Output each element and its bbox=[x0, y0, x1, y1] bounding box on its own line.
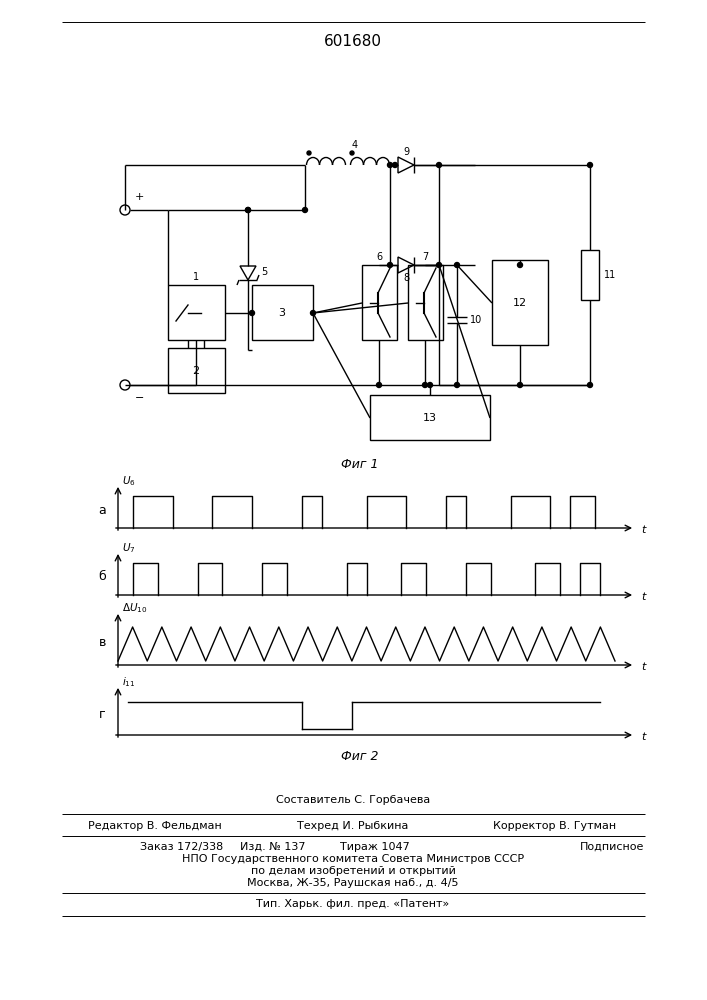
Text: Редактор В. Фельдман: Редактор В. Фельдман bbox=[88, 821, 222, 831]
Circle shape bbox=[588, 162, 592, 167]
Text: Фиг 1: Фиг 1 bbox=[341, 458, 379, 472]
Text: Техред И. Рыбкина: Техред И. Рыбкина bbox=[298, 821, 409, 831]
Text: −: − bbox=[135, 393, 144, 403]
Text: 10: 10 bbox=[470, 315, 482, 325]
Text: Москва, Ж-35, Раушская наб., д. 4/5: Москва, Ж-35, Раушская наб., д. 4/5 bbox=[247, 878, 459, 888]
Text: а: а bbox=[98, 504, 106, 516]
Text: Составитель С. Горбачева: Составитель С. Горбачева bbox=[276, 795, 430, 805]
Text: 6: 6 bbox=[376, 252, 382, 262]
Text: г: г bbox=[100, 708, 106, 720]
Circle shape bbox=[518, 262, 522, 267]
Text: 9: 9 bbox=[403, 147, 409, 157]
Text: t: t bbox=[641, 662, 645, 672]
Circle shape bbox=[350, 151, 354, 155]
Text: t: t bbox=[641, 592, 645, 602]
Circle shape bbox=[455, 382, 460, 387]
Text: Изд. № 137: Изд. № 137 bbox=[240, 842, 305, 852]
Text: Тираж 1047: Тираж 1047 bbox=[340, 842, 410, 852]
Text: 1: 1 bbox=[193, 272, 199, 282]
Text: 2: 2 bbox=[192, 366, 199, 376]
Text: $\Delta U_{10}$: $\Delta U_{10}$ bbox=[122, 601, 148, 615]
Circle shape bbox=[455, 262, 460, 267]
Bar bbox=[370, 395, 490, 440]
Circle shape bbox=[245, 208, 250, 213]
Circle shape bbox=[387, 162, 392, 167]
Text: в: в bbox=[98, 636, 106, 648]
Circle shape bbox=[245, 208, 250, 213]
Text: +: + bbox=[135, 192, 144, 202]
Text: $i_{11}$: $i_{11}$ bbox=[122, 675, 136, 689]
Bar bbox=[252, 285, 313, 340]
Circle shape bbox=[436, 162, 441, 167]
Circle shape bbox=[588, 382, 592, 387]
Bar bbox=[581, 250, 599, 300]
Text: t: t bbox=[641, 732, 645, 742]
Circle shape bbox=[250, 310, 255, 316]
Circle shape bbox=[423, 382, 428, 387]
Circle shape bbox=[436, 262, 441, 267]
Text: 5: 5 bbox=[261, 267, 267, 277]
Bar bbox=[408, 265, 443, 340]
Bar bbox=[168, 285, 225, 340]
Bar bbox=[362, 265, 397, 340]
Text: б: б bbox=[98, 570, 106, 584]
Text: Заказ 172/338: Заказ 172/338 bbox=[140, 842, 223, 852]
Circle shape bbox=[310, 310, 315, 316]
Text: НПО Государственного комитета Совета Министров СССР: НПО Государственного комитета Совета Мин… bbox=[182, 854, 524, 864]
Text: Подписное: Подписное bbox=[580, 842, 644, 852]
Text: 12: 12 bbox=[513, 298, 527, 308]
Circle shape bbox=[303, 208, 308, 213]
Bar bbox=[492, 260, 548, 345]
Circle shape bbox=[377, 382, 382, 387]
Text: 8: 8 bbox=[403, 273, 409, 283]
Text: Тип. Харьк. фил. пред. «Патент»: Тип. Харьк. фил. пред. «Патент» bbox=[257, 899, 450, 909]
Circle shape bbox=[428, 382, 433, 387]
Text: Корректор В. Гутман: Корректор В. Гутман bbox=[493, 821, 617, 831]
Text: t: t bbox=[641, 525, 645, 535]
Text: $U_7$: $U_7$ bbox=[122, 541, 136, 555]
Text: Фиг 2: Фиг 2 bbox=[341, 750, 379, 764]
Circle shape bbox=[387, 262, 392, 267]
Text: 7: 7 bbox=[422, 252, 428, 262]
Text: 4: 4 bbox=[352, 140, 358, 150]
Text: 13: 13 bbox=[423, 413, 437, 423]
Bar bbox=[168, 348, 225, 393]
Circle shape bbox=[307, 151, 311, 155]
Text: 601680: 601680 bbox=[324, 34, 382, 49]
Text: 3: 3 bbox=[279, 308, 286, 318]
Circle shape bbox=[392, 162, 397, 167]
Text: по делам изобретений и открытий: по делам изобретений и открытий bbox=[250, 866, 455, 876]
Text: 11: 11 bbox=[604, 270, 617, 280]
Text: $U_6$: $U_6$ bbox=[122, 474, 136, 488]
Circle shape bbox=[518, 382, 522, 387]
